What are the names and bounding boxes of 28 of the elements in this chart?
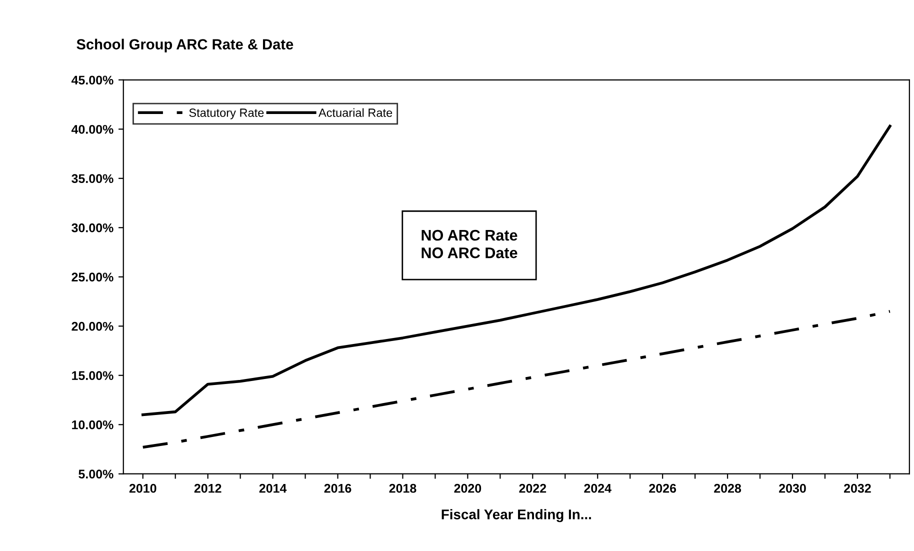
x-tick-label: 2018 [389,484,416,493]
x-tick-label: 2028 [714,484,742,493]
line-series [141,124,892,416]
annotation: NO ARC Rate NO ARC Date [422,230,518,258]
x-tick-label: 2014 [259,484,287,493]
y-tick-label: 30.00% [72,223,114,232]
y-tick-label: 35.00% [72,174,114,184]
legend-label: Statutory Rate [189,108,264,120]
y-tick-label: 25.00% [72,272,114,282]
x-tick-label: 2016 [324,484,352,493]
y-tick-label: 40.00% [71,124,114,134]
y-tick-label: 15.00% [72,371,114,380]
x-tick-label: 2022 [519,484,546,493]
x-tick-label: 2012 [194,484,222,493]
y-tick-label: 10.00% [72,420,114,430]
line-series [141,310,892,449]
x-tick-label: 2032 [844,484,871,493]
y-tick-label: 45.00% [71,76,114,85]
x-axis-title: Fiscal Year Ending In... [442,509,591,522]
legend-label: Actuarial Rate [318,108,392,117]
chart-title: School Group ARC Rate & Date [76,38,294,52]
y-tick-label: 5.00% [78,470,114,479]
y-tick-label: 20.00% [72,322,114,331]
x-tick-label: 2026 [649,484,676,493]
x-tick-label: 2020 [454,484,482,493]
x-tick-label: 2030 [779,484,806,493]
x-tick-label: 2010 [129,484,156,493]
x-tick-label: 2024 [584,484,612,493]
